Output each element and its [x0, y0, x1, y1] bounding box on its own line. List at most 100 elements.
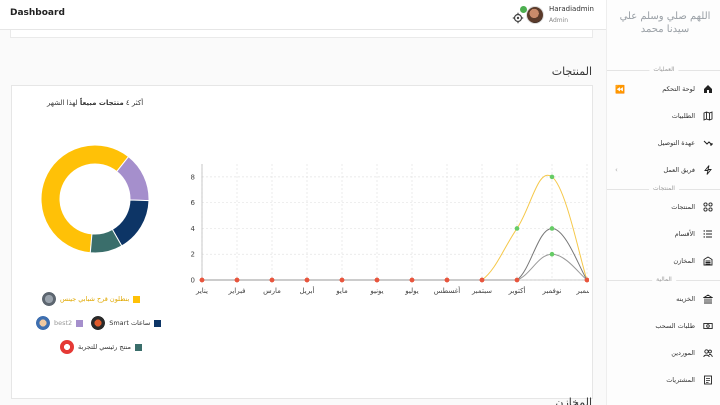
sidebar: اللهم صلي وسلم علي سيدنا محمد العمليات ⏪… [606, 0, 720, 405]
sidebar-title: اللهم صلي وسلم علي سيدنا محمد [619, 11, 711, 35]
data-point[interactable] [269, 277, 275, 283]
notification-badge [520, 6, 527, 13]
list-icon [703, 229, 713, 239]
product-thumbnail [42, 292, 56, 306]
sidebar-item-label: المخازن [673, 257, 695, 265]
legend-item[interactable]: بنطلون قرح شبابي جينس [42, 292, 141, 306]
donut-slice[interactable] [40, 144, 130, 254]
data-point[interactable] [374, 277, 380, 283]
card-heading-prefix: أكثر ٤ [123, 99, 144, 107]
notification-button[interactable] [512, 6, 527, 24]
data-point[interactable] [444, 277, 450, 283]
data-point[interactable] [514, 226, 520, 231]
bank-icon [703, 294, 713, 304]
trend-down-icon [703, 138, 713, 148]
y-tick-label: 0 [191, 277, 195, 285]
avatar [525, 6, 544, 24]
y-tick-label: 6 [191, 199, 196, 207]
x-tick-label: سبتمبر [471, 287, 492, 295]
data-point[interactable] [549, 174, 555, 180]
cash-icon [703, 321, 713, 331]
users-icon [703, 348, 713, 358]
sidebar-item-suppliers[interactable]: الموردين [607, 345, 720, 361]
sidebar-item-label: طلبات السحب [655, 322, 695, 330]
legend-label: بنطلون قرح شبابي جينس [60, 295, 130, 303]
x-tick-label: مارس [263, 287, 281, 295]
product-thumbnail [60, 340, 74, 354]
card-heading-suffix: لهذا الشهر [47, 99, 80, 107]
y-tick-label: 8 [191, 173, 195, 181]
x-tick-label: مايو [335, 287, 348, 295]
bolt-icon [703, 165, 713, 175]
sidebar-section-label: العمليات [649, 66, 679, 73]
legend-label: ساعات Smart [109, 319, 151, 327]
main-content: المنتجات أكثر ٤ منتجات مبيعاً لهذا الشهر… [0, 30, 606, 405]
data-point[interactable] [479, 277, 485, 283]
series-line [202, 174, 588, 281]
sidebar-item-label: المشتريات [666, 376, 695, 384]
x-tick-label: يوليو [404, 287, 418, 295]
sidebar-item-categories[interactable]: الأقسام [607, 226, 720, 242]
x-tick-label: أكتوبر [508, 286, 526, 295]
chevron-left-icon: ‹ [615, 166, 618, 174]
donut-chart [40, 144, 150, 254]
legend-label: best2 [54, 319, 73, 327]
sidebar-item-purchases[interactable]: المشتريات [607, 372, 720, 388]
sidebar-item-withdrawals[interactable]: طلبات السحب [607, 318, 720, 334]
sidebar-item-orders[interactable]: الطلبيات [607, 108, 720, 124]
sidebar-section-label: المالية [652, 276, 676, 283]
legend-item[interactable]: منتج رئيسي للتجربة [60, 340, 143, 354]
x-tick-label: أبريل [299, 286, 314, 295]
sidebar-item-label: لوحة التحكم [662, 85, 695, 93]
section-title-products: المنتجات [551, 65, 592, 78]
warehouse-icon [703, 256, 713, 266]
x-tick-label: ديسمبر [575, 287, 589, 295]
data-point[interactable] [339, 277, 345, 283]
sidebar-item-warehouses[interactable]: المخازن [607, 253, 720, 269]
sidebar-item-treasury[interactable]: الخزينه [607, 291, 720, 307]
section-title-warehouses: المخازن [555, 396, 592, 405]
sidebar-item-team[interactable]: ‹ فريق العمل [607, 162, 720, 178]
x-tick-label: أغسطس [434, 286, 461, 295]
sidebar-item-products[interactable]: المنتجات [607, 199, 720, 215]
legend-swatch [135, 343, 143, 351]
data-point[interactable] [549, 226, 555, 231]
app-title: Dashboard [10, 8, 65, 18]
x-tick-label: نوفمبر [542, 287, 562, 295]
data-point[interactable] [304, 277, 310, 283]
sidebar-item-label: فريق العمل [663, 166, 695, 174]
data-point[interactable] [549, 251, 555, 257]
sidebar-section-operations: العمليات [607, 66, 720, 74]
data-point[interactable] [199, 277, 205, 283]
donut-slice[interactable] [89, 228, 123, 254]
user-name: Haradiadmin [548, 5, 594, 13]
cart-icon [703, 375, 713, 385]
data-point[interactable] [409, 277, 415, 283]
data-point[interactable] [234, 277, 240, 283]
y-tick-label: 4 [191, 225, 196, 233]
data-point[interactable] [514, 277, 520, 283]
legend-item[interactable]: ساعات Smart best2 [36, 316, 162, 330]
x-tick-label: يناير [195, 287, 208, 295]
line-chart: 0 2 4 6 8 يناير فبراير مارس أبريل مايو يونيو يوليو أ… [191, 164, 589, 295]
previous-card-edge [10, 30, 593, 38]
sidebar-section-finance: المالية [607, 276, 720, 284]
card-heading-bold: منتجات مبيعاً [79, 99, 124, 107]
product-thumbnail [36, 316, 50, 330]
data-point[interactable] [584, 277, 589, 283]
sidebar-item-label: المنتجات [671, 203, 695, 211]
map-icon [703, 111, 713, 121]
sidebar-item-dashboard[interactable]: ⏪ لوحة التحكم [607, 81, 720, 97]
collapse-icon[interactable]: ⏪ [615, 84, 625, 94]
sidebar-item-delivery-custody[interactable]: عهدة التوصيل [607, 135, 720, 151]
legend-swatch [76, 319, 84, 327]
sidebar-section-label: المنتجات [649, 185, 679, 192]
card-heading: أكثر ٤ منتجات مبيعاً لهذا الشهر [47, 99, 143, 107]
sidebar-item-label: عهدة التوصيل [657, 139, 695, 147]
gear-bell-icon [512, 12, 524, 24]
user-menu[interactable]: Haradiadmin Admin [525, 4, 594, 26]
x-tick-label: فبراير [227, 287, 245, 295]
series-line [202, 253, 588, 281]
product-thumbnail [91, 316, 106, 330]
